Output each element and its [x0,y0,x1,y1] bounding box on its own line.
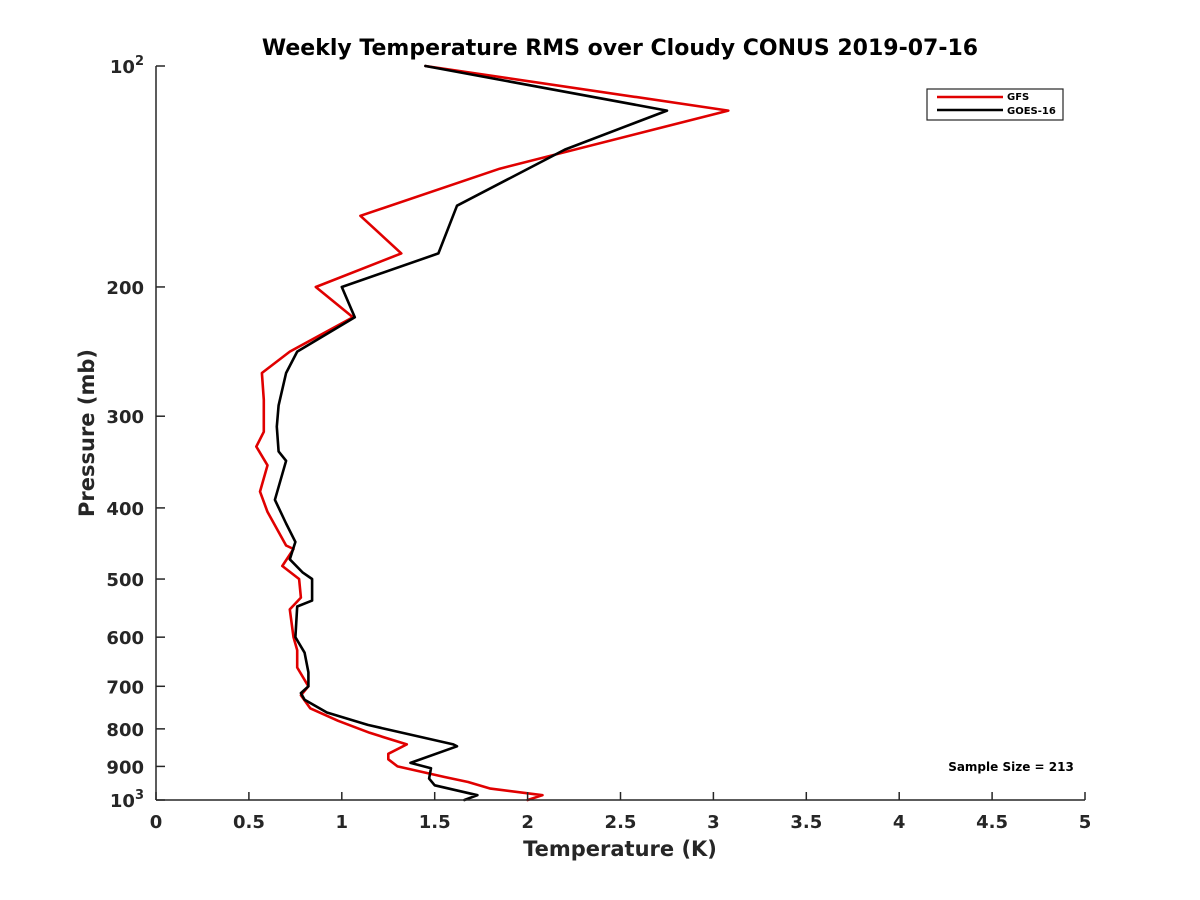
x-ticks: 0 0.5 1 1.5 2 2.5 3 3.5 4 4.5 5 [150,792,1092,833]
legend: GFS GOES-16 [926,88,1064,121]
plot-area [156,66,1085,800]
x-tick-label: 1.5 [419,812,451,833]
x-tick-label: 3.5 [790,812,822,833]
y-axis-label: Pressure (mb) [75,349,99,517]
series-layer [254,64,730,802]
x-tick-label: 5 [1079,812,1092,833]
x-tick-label: 1 [336,812,349,833]
y-tick-label: 900 [106,757,144,778]
y-tick-label: 300 [106,407,144,428]
x-tick-label: 2.5 [605,812,637,833]
x-tick-label: 3 [707,812,720,833]
x-tick-label: 0.5 [233,812,265,833]
x-tick-label: 2 [521,812,534,833]
series-line-goes16 [273,64,669,802]
series-line-gfs [254,64,730,802]
y-tick-label: 103 [110,788,144,812]
y-tick-label: 700 [106,677,144,698]
x-tick-label: 4 [893,812,906,833]
legend-label-gfs: GFS [1007,92,1029,103]
y-ticks: 102 200 300 400 500 600 700 800 900 103 [106,54,165,812]
y-tick-label: 600 [106,628,144,649]
legend-box [926,88,1064,121]
y-tick-label: 200 [106,278,144,299]
x-axis-label: Temperature (K) [523,837,717,861]
sample-size-annotation: Sample Size = 213 [948,760,1074,774]
y-tick-label: 400 [106,499,144,520]
x-tick-label: 4.5 [976,812,1008,833]
y-tick-label: 102 [110,54,144,78]
chart-title: Weekly Temperature RMS over Cloudy CONUS… [262,36,978,61]
legend-label-goes16: GOES-16 [1007,106,1056,117]
y-tick-label: 800 [106,720,144,741]
x-tick-label: 0 [150,812,163,833]
y-tick-label: 500 [106,570,144,591]
